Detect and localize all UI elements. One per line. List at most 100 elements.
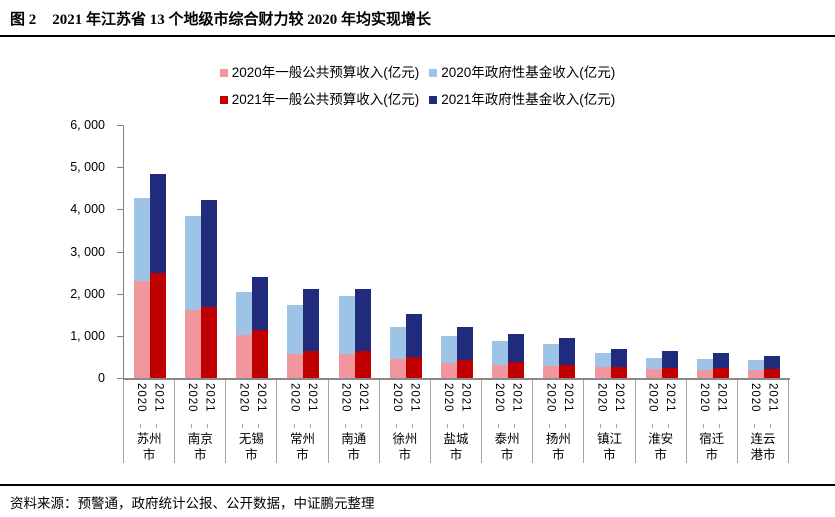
axis-tick-stub bbox=[207, 424, 209, 428]
year-labels: 2020 2021 bbox=[175, 380, 225, 413]
stacked-bar bbox=[661, 350, 678, 378]
bar-group bbox=[483, 125, 534, 378]
category-cell: 2020 2021 宿迁市 bbox=[685, 380, 737, 463]
city-label: 扬州市 bbox=[545, 432, 571, 462]
axis-tick-stub bbox=[498, 424, 500, 428]
category-cell: 2020 2021 盐城市 bbox=[429, 380, 481, 463]
stacked-bar bbox=[287, 304, 304, 378]
year-labels: 2020 2021 bbox=[482, 380, 532, 413]
bar-group bbox=[688, 125, 739, 378]
year-label: 2021 bbox=[510, 383, 523, 413]
legend-row: 2021年一般公共预算收入(亿元) 2021年政府性基金收入(亿元) bbox=[0, 90, 835, 110]
year-labels: 2020 2021 bbox=[431, 380, 481, 413]
year-labels: 2020 2021 bbox=[124, 380, 174, 413]
y-axis-tick-label: 0 bbox=[98, 371, 105, 385]
y-axis-tick-label: 2, 000 bbox=[70, 286, 105, 301]
category-cell: 2020 2021 徐州市 bbox=[378, 380, 430, 463]
city-label: 连云港市 bbox=[750, 432, 776, 462]
legend-label: 2021年政府性基金收入(亿元) bbox=[441, 92, 616, 107]
city-label: 常州市 bbox=[290, 432, 316, 462]
year-label: 2020 bbox=[697, 383, 710, 413]
stacked-bar bbox=[303, 289, 320, 378]
figure-title-text: 2021 年江苏省 13 个地级市综合财力较 2020 年均实现增长 bbox=[52, 12, 432, 28]
bar-segment-budget bbox=[287, 354, 304, 378]
bar-segment-budget bbox=[441, 362, 458, 378]
legend-item: 2020年一般公共预算收入(亿元) bbox=[219, 63, 419, 83]
stacked-bar bbox=[610, 348, 627, 378]
city-label: 南京市 bbox=[187, 432, 213, 462]
y-axis-tick-label: 1, 000 bbox=[70, 328, 105, 343]
bar-segment-budget bbox=[713, 368, 730, 378]
bar-segment-budget bbox=[661, 368, 678, 378]
axis-tick-stub bbox=[293, 424, 295, 428]
legend-label: 2020年政府性基金收入(亿元) bbox=[441, 65, 616, 80]
year-label: 2021 bbox=[766, 383, 779, 413]
bar-segment-budget bbox=[543, 366, 560, 378]
axis-tick-stub bbox=[447, 424, 449, 428]
city-label: 泰州市 bbox=[494, 432, 520, 462]
x-axis-labels: 2020 2021 苏州市 2020 2021 南京市 2020 2021 无锡市 2020 202… bbox=[123, 380, 790, 463]
year-label: 2020 bbox=[442, 383, 455, 413]
axis-tick-stub bbox=[156, 424, 158, 428]
city-label: 淮安市 bbox=[648, 432, 674, 462]
bar-segment-fund bbox=[405, 313, 422, 357]
y-axis-tick-mark bbox=[117, 167, 123, 169]
category-cell: 2020 2021 苏州市 bbox=[123, 380, 174, 463]
axis-tick-stub bbox=[242, 424, 244, 428]
stacked-bar bbox=[492, 341, 509, 378]
bar-segment-budget bbox=[338, 353, 355, 378]
y-axis-tick-mark bbox=[117, 125, 123, 126]
bar-segment-budget bbox=[645, 368, 662, 378]
bar-segment-budget bbox=[303, 351, 320, 378]
axis-tick-stub bbox=[258, 424, 260, 428]
y-axis-tick-mark bbox=[117, 251, 123, 253]
y-axis-tick-mark bbox=[117, 209, 123, 211]
bar-group bbox=[124, 125, 175, 378]
bar-segment-fund bbox=[236, 292, 253, 335]
axis-tick-stub bbox=[651, 424, 653, 428]
bar-segment-budget bbox=[559, 364, 576, 378]
bar-group bbox=[431, 125, 482, 378]
bar-segment-budget bbox=[508, 362, 525, 378]
category-cell: 2020 2021 无锡市 bbox=[225, 380, 276, 463]
category-cell: 2020 2021 淮安市 bbox=[634, 380, 686, 463]
bar-segment-budget bbox=[492, 364, 509, 378]
bar-segment-budget bbox=[184, 309, 201, 378]
bar-segment-budget bbox=[389, 359, 406, 378]
stacked-bar bbox=[354, 288, 371, 378]
year-label: 2021 bbox=[306, 383, 319, 413]
year-label: 2021 bbox=[254, 383, 267, 413]
axis-tick-stub bbox=[411, 424, 413, 428]
axis-tick-stub bbox=[395, 424, 397, 428]
stacked-bar bbox=[338, 296, 355, 378]
axis-tick-stub bbox=[667, 424, 669, 428]
stacked-bar bbox=[508, 333, 525, 378]
bar-segment-fund bbox=[661, 350, 678, 369]
year-label: 2020 bbox=[390, 383, 403, 413]
footer-divider-line bbox=[0, 484, 835, 486]
axis-tick-stub bbox=[616, 424, 618, 428]
axis-tick-stub bbox=[309, 424, 311, 428]
year-label: 2020 bbox=[544, 383, 557, 413]
y-axis-tick-label: 6, 000 bbox=[70, 118, 105, 132]
axis-tick-stub bbox=[360, 424, 362, 428]
category-cell: 2020 2021 南通市 bbox=[327, 380, 379, 463]
bar-segment-fund bbox=[133, 197, 150, 282]
bar-segment-budget bbox=[236, 334, 253, 378]
y-axis-tick-mark bbox=[117, 335, 123, 337]
figure-title: 图 2 2021 年江苏省 13 个地级市综合财力较 2020 年均实现增长 bbox=[10, 8, 431, 29]
year-label: 2020 bbox=[493, 383, 506, 413]
legend-item: 2021年一般公共预算收入(亿元) bbox=[219, 90, 419, 110]
category-cell: 2020 2021 南京市 bbox=[174, 380, 225, 463]
y-axis-tick-mark bbox=[117, 378, 123, 379]
bar-segment-fund bbox=[354, 288, 371, 351]
bar-segment-fund bbox=[748, 360, 765, 370]
year-labels: 2020 2021 bbox=[584, 380, 634, 413]
axis-tick-stub bbox=[769, 424, 771, 428]
stacked-bar bbox=[133, 197, 150, 378]
city-label: 盐城市 bbox=[443, 432, 469, 462]
category-cell: 2020 2021 扬州市 bbox=[532, 380, 583, 463]
stacked-bar bbox=[389, 326, 406, 378]
axis-tick-stub bbox=[565, 424, 567, 428]
